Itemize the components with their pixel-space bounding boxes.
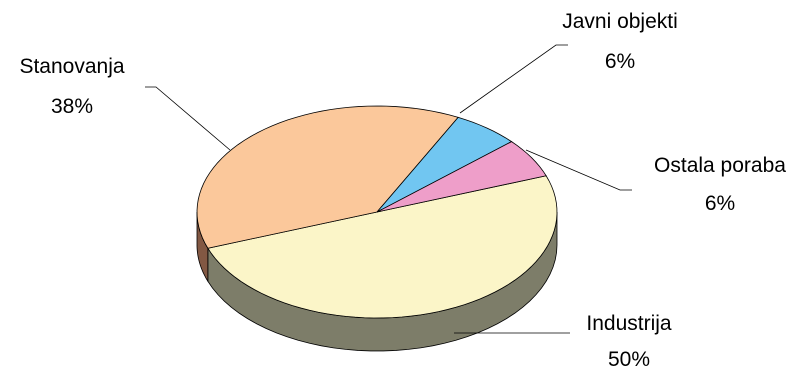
slice-value-industrija: 50% (608, 348, 650, 370)
slice-value-stanovanja: 38% (51, 95, 93, 118)
leader-line-javni-objekti (459, 44, 568, 114)
leader-lines (145, 44, 632, 334)
slice-label-ostala-poraba: Ostala poraba (654, 154, 786, 177)
slice-value-javni-objekti: 6% (605, 50, 635, 73)
slice-javni-objekti (376, 116, 513, 213)
slice-value-ostala-poraba: 6% (705, 192, 735, 215)
slice-label-stanovanja: Stanovanja (19, 55, 124, 78)
slice-ostala-poraba (376, 141, 547, 213)
slice-industrija (207, 175, 558, 319)
leader-line-ostala-poraba (525, 149, 632, 191)
slice-stanovanja (196, 105, 459, 249)
slice-label-industrija: Industrija (586, 312, 672, 335)
slice-label-javni-objekti: Javni objekti (562, 10, 678, 33)
leader-line-stanovanja (145, 86, 231, 151)
pie-slices (196, 105, 558, 319)
